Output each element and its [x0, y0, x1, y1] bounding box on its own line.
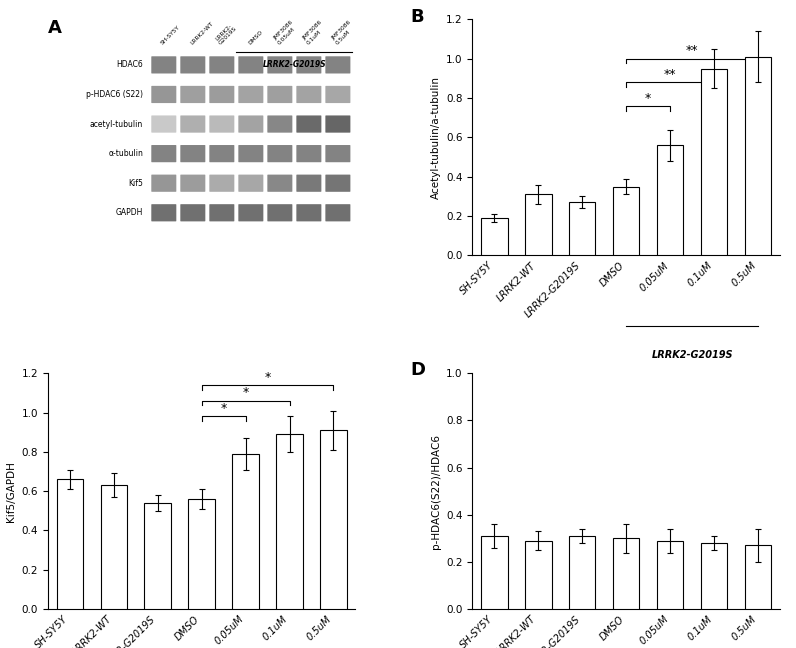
Text: α-tubulin: α-tubulin: [108, 149, 143, 158]
FancyBboxPatch shape: [267, 56, 292, 73]
FancyBboxPatch shape: [267, 115, 292, 133]
Y-axis label: Kif5/GAPDH: Kif5/GAPDH: [6, 461, 16, 522]
Bar: [657, 145, 684, 255]
FancyBboxPatch shape: [238, 115, 263, 133]
Text: *: *: [264, 371, 271, 384]
Bar: [189, 499, 215, 609]
FancyBboxPatch shape: [326, 204, 350, 222]
FancyBboxPatch shape: [238, 56, 263, 73]
FancyBboxPatch shape: [326, 86, 350, 103]
Text: GAPDH: GAPDH: [115, 208, 143, 217]
FancyBboxPatch shape: [296, 56, 322, 73]
Text: B: B: [411, 8, 424, 26]
FancyBboxPatch shape: [209, 115, 234, 133]
FancyBboxPatch shape: [181, 145, 205, 162]
Bar: [525, 540, 552, 609]
Bar: [232, 454, 259, 609]
FancyBboxPatch shape: [181, 204, 205, 222]
Text: LRRK2-
G2019S: LRRK2- G2019S: [214, 21, 238, 45]
FancyBboxPatch shape: [267, 86, 292, 103]
Bar: [569, 536, 595, 609]
FancyBboxPatch shape: [181, 115, 205, 133]
Text: A: A: [48, 19, 61, 38]
FancyBboxPatch shape: [209, 174, 234, 192]
Text: LRRK2-G2019S: LRRK2-G2019S: [263, 60, 326, 69]
Bar: [525, 194, 552, 255]
Text: JMF3086
0.1uM: JMF3086 0.1uM: [301, 20, 326, 45]
FancyBboxPatch shape: [296, 86, 322, 103]
Bar: [481, 536, 508, 609]
FancyBboxPatch shape: [326, 174, 350, 192]
FancyBboxPatch shape: [326, 145, 350, 162]
FancyBboxPatch shape: [209, 56, 234, 73]
Text: SH-SY5Y: SH-SY5Y: [160, 24, 181, 45]
FancyBboxPatch shape: [267, 145, 292, 162]
FancyBboxPatch shape: [151, 174, 177, 192]
Text: HDAC6: HDAC6: [116, 60, 143, 69]
FancyBboxPatch shape: [296, 204, 322, 222]
Bar: [481, 218, 508, 255]
Bar: [613, 187, 639, 255]
FancyBboxPatch shape: [151, 145, 177, 162]
Text: acetyl-tubulin: acetyl-tubulin: [90, 119, 143, 128]
FancyBboxPatch shape: [296, 115, 322, 133]
Bar: [657, 540, 684, 609]
FancyBboxPatch shape: [296, 145, 322, 162]
Bar: [276, 434, 302, 609]
FancyBboxPatch shape: [209, 204, 234, 222]
FancyBboxPatch shape: [326, 56, 350, 73]
FancyBboxPatch shape: [181, 86, 205, 103]
Text: LRRK2-WT: LRRK2-WT: [189, 21, 214, 45]
Text: Kif5: Kif5: [128, 179, 143, 188]
Bar: [569, 202, 595, 255]
Text: **: **: [686, 44, 698, 57]
Bar: [320, 430, 347, 609]
Text: D: D: [411, 362, 426, 380]
Bar: [701, 69, 728, 255]
FancyBboxPatch shape: [296, 174, 322, 192]
Y-axis label: p-HDAC6(S22)/HDAC6: p-HDAC6(S22)/HDAC6: [431, 434, 441, 549]
Bar: [613, 538, 639, 609]
Text: LRRK2-G2019S: LRRK2-G2019S: [651, 350, 733, 360]
FancyBboxPatch shape: [326, 115, 350, 133]
FancyBboxPatch shape: [267, 174, 292, 192]
Bar: [144, 503, 171, 609]
FancyBboxPatch shape: [238, 145, 263, 162]
Text: JMF3086
0.5uM: JMF3086 0.5uM: [330, 20, 356, 45]
FancyBboxPatch shape: [181, 56, 205, 73]
FancyBboxPatch shape: [238, 86, 263, 103]
Bar: [745, 546, 771, 609]
FancyBboxPatch shape: [238, 204, 263, 222]
FancyBboxPatch shape: [181, 174, 205, 192]
FancyBboxPatch shape: [151, 204, 177, 222]
Text: *: *: [220, 402, 227, 415]
FancyBboxPatch shape: [151, 86, 177, 103]
FancyBboxPatch shape: [209, 86, 234, 103]
Text: JMF3086
0.05uM: JMF3086 0.05uM: [272, 20, 298, 45]
FancyBboxPatch shape: [151, 115, 177, 133]
FancyBboxPatch shape: [209, 145, 234, 162]
Bar: [701, 543, 728, 609]
Bar: [745, 57, 771, 255]
Text: **: **: [664, 68, 677, 81]
Text: *: *: [243, 386, 248, 399]
Text: p-HDAC6 (S22): p-HDAC6 (S22): [86, 90, 143, 99]
FancyBboxPatch shape: [267, 204, 292, 222]
FancyBboxPatch shape: [151, 56, 177, 73]
Bar: [100, 485, 127, 609]
Text: *: *: [645, 91, 651, 104]
FancyBboxPatch shape: [238, 174, 263, 192]
Text: DMSO: DMSO: [248, 29, 263, 45]
Y-axis label: Acetyl-tubulin/a-tubulin: Acetyl-tubulin/a-tubulin: [431, 76, 440, 199]
Bar: [57, 480, 83, 609]
